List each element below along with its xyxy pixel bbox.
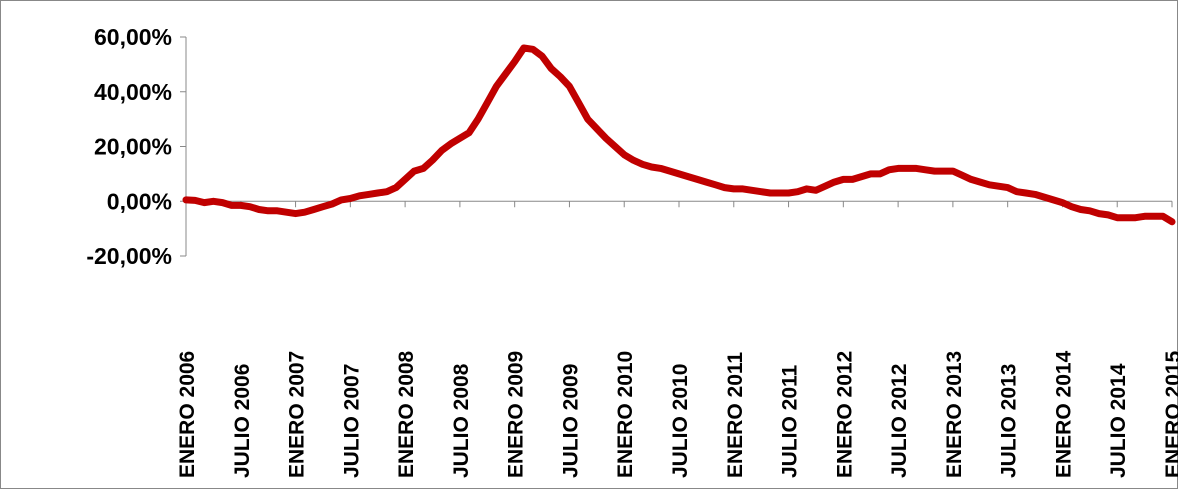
y-tick-label: -20,00%	[86, 243, 172, 269]
y-tick-label: 0,00%	[107, 188, 172, 214]
x-tick-label: JULIO 2010	[669, 364, 692, 478]
x-tick-label: ENERO 2009	[505, 351, 528, 478]
x-tick-label: ENERO 2007	[286, 351, 309, 478]
data-line	[182, 44, 1176, 226]
x-tick-label: ENERO 2015	[1162, 350, 1178, 478]
x-tick-label: ENERO 2006	[176, 351, 199, 478]
x-tick-label: JULIO 2014	[1107, 363, 1130, 478]
x-tick-label: ENERO 2008	[395, 350, 418, 478]
x-tick-label: JULIO 2008	[450, 363, 473, 478]
y-tick-label: 20,00%	[94, 134, 172, 160]
y-tick-label: 40,00%	[94, 79, 172, 105]
x-tick-label: ENERO 2010	[614, 351, 637, 478]
x-tick-label: JULIO 2009	[559, 364, 582, 478]
x-tick-label: JULIO 2007	[340, 364, 363, 478]
x-tick-label: JULIO 2006	[231, 364, 254, 478]
y-tick-label: 60,00%	[94, 24, 172, 50]
x-tick-label: ENERO 2014	[1052, 350, 1075, 478]
x-tick-label: ENERO 2013	[943, 351, 966, 478]
x-tick-label: JULIO 2011	[779, 364, 802, 478]
x-tick-label: ENERO 2012	[833, 351, 856, 478]
x-tick-label: JULIO 2013	[998, 364, 1021, 478]
x-tick-label: ENERO 2011	[724, 352, 747, 478]
x-tick-label: JULIO 2012	[888, 364, 911, 478]
